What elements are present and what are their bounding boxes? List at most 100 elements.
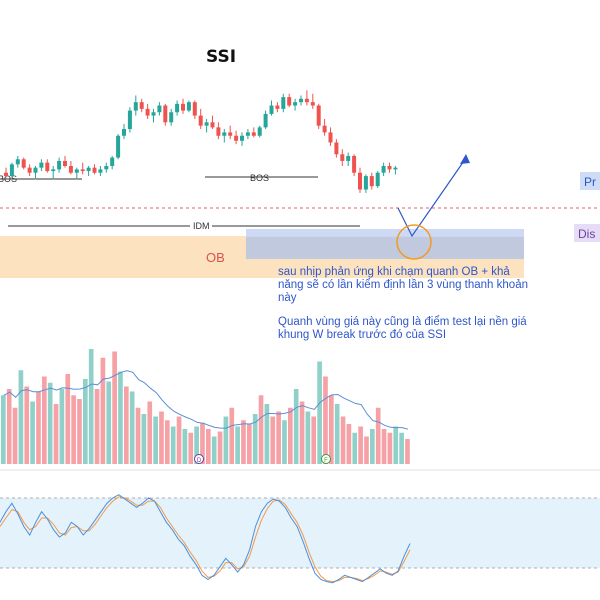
- volume-bar: [375, 407, 381, 464]
- candle: [251, 127, 256, 138]
- candle-body: [240, 135, 244, 141]
- volume-bar: [381, 429, 387, 464]
- volume-bar: [147, 401, 153, 464]
- candle-body: [169, 112, 174, 123]
- volume-bar: [176, 416, 182, 464]
- candle: [304, 90, 309, 106]
- idm-label: IDM: [193, 221, 210, 231]
- volume-marker-f: [321, 454, 331, 464]
- candle-body: [122, 129, 126, 136]
- volume-bar: [387, 432, 393, 464]
- volume-bar: [252, 414, 258, 464]
- candle: [80, 162, 85, 175]
- candle: [299, 95, 303, 106]
- candle: [110, 155, 115, 170]
- candle-body: [369, 176, 374, 187]
- candle-body: [186, 102, 191, 111]
- volume-bar: [53, 404, 59, 464]
- volume-bar: [88, 349, 94, 464]
- volume-bar: [311, 416, 317, 464]
- volume-bar: [346, 424, 352, 464]
- candle: [133, 95, 138, 116]
- volume-bar: [399, 432, 404, 464]
- volume-bar: [1, 395, 6, 464]
- candle: [175, 100, 180, 116]
- volume-bar: [118, 371, 123, 464]
- candle: [240, 132, 244, 146]
- volume-marker-f-label: F: [324, 458, 328, 464]
- candle-body: [334, 142, 339, 155]
- candle: [316, 103, 321, 130]
- candle-body: [98, 169, 103, 173]
- volume-bar: [235, 426, 240, 464]
- volume-bar: [194, 426, 199, 464]
- candle: [387, 162, 392, 173]
- candle-body: [4, 172, 8, 177]
- candle-body: [228, 132, 233, 136]
- candle-body: [21, 159, 26, 168]
- candle: [98, 166, 103, 177]
- volume-bar: [65, 374, 71, 464]
- volume-bar: [211, 436, 217, 464]
- volume-bar: [124, 386, 129, 464]
- volume-bar: [6, 389, 12, 464]
- note-line-3: này: [278, 292, 297, 304]
- candle-body: [257, 127, 262, 136]
- volume-bar: [59, 389, 65, 464]
- volume-bar: [36, 391, 41, 464]
- volume-bar: [12, 407, 18, 464]
- candle: [393, 166, 398, 175]
- candle-body: [352, 155, 357, 173]
- volume-bar: [317, 361, 322, 464]
- volume-bar: [77, 399, 82, 464]
- volume-bar: [129, 391, 135, 464]
- candle-body: [27, 167, 32, 173]
- candle: [157, 102, 162, 116]
- candle: [263, 110, 268, 130]
- candle-body: [346, 155, 351, 161]
- candle-body: [251, 132, 256, 136]
- volume-bar: [217, 431, 223, 464]
- candle-body: [340, 154, 345, 161]
- volume-bar: [276, 411, 281, 464]
- candle-body: [269, 105, 274, 114]
- candle: [198, 108, 203, 130]
- premium-badge: [580, 172, 600, 190]
- volume-bar: [153, 416, 158, 464]
- volume-bar: [100, 357, 106, 464]
- volume-bar: [47, 382, 53, 464]
- candle: [204, 118, 209, 133]
- candle: [369, 172, 374, 190]
- candle: [192, 100, 197, 119]
- volume-bar: [200, 422, 205, 464]
- candle-body: [299, 98, 303, 103]
- candle: [363, 174, 368, 193]
- volume-bar: [393, 426, 399, 464]
- volume-bar: [165, 420, 170, 464]
- candle: [222, 129, 227, 143]
- candle: [186, 100, 191, 113]
- candle-body: [204, 122, 209, 126]
- candle-body: [293, 102, 298, 106]
- candle: [15, 155, 20, 168]
- candle-body: [234, 135, 239, 141]
- idm-label-bg: [190, 220, 212, 232]
- candle-body: [304, 98, 309, 103]
- chart-title: SSI: [206, 47, 236, 67]
- candle: [68, 160, 73, 175]
- volume-bar: [83, 379, 88, 464]
- volume-bar: [30, 401, 35, 464]
- candle-body: [358, 172, 362, 190]
- candle-body: [51, 169, 56, 172]
- volume-bar: [18, 370, 24, 464]
- volume-bar: [135, 407, 141, 464]
- volume-bar: [42, 376, 47, 464]
- candle: [328, 127, 333, 146]
- volume-bar: [106, 381, 112, 464]
- candle: [293, 98, 298, 111]
- candles: [4, 90, 398, 193]
- candle: [269, 100, 274, 116]
- volume-ma-line: [3, 370, 409, 430]
- volume-bar: [112, 351, 117, 464]
